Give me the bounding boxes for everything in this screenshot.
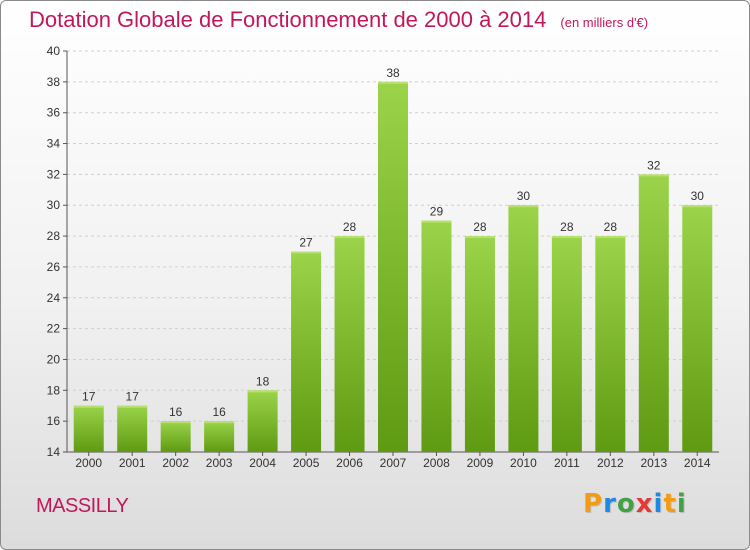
x-tick-label: 2011 bbox=[554, 456, 580, 470]
chart-title-text: Dotation Globale de Fonctionnement de 20… bbox=[29, 7, 547, 32]
bar-highlight bbox=[204, 421, 235, 424]
value-label: 28 bbox=[560, 220, 574, 234]
y-tick-label: 18 bbox=[47, 383, 61, 397]
value-label: 28 bbox=[604, 220, 618, 234]
x-tick-label: 2007 bbox=[380, 456, 407, 470]
bar bbox=[73, 405, 104, 452]
value-label: 17 bbox=[126, 390, 140, 404]
bar-highlight bbox=[73, 405, 104, 408]
x-tick-label: 2004 bbox=[249, 456, 276, 470]
logo-letter: i bbox=[676, 489, 687, 519]
axes: 14 16 18 20 22 24 26 28 30 32 34 36 38 40 2000 2001 2002… bbox=[47, 44, 719, 470]
bar-highlight bbox=[464, 236, 495, 239]
x-tick-label: 2012 bbox=[597, 456, 624, 470]
y-tick-label: 14 bbox=[47, 445, 61, 459]
y-tick-label: 34 bbox=[47, 137, 61, 151]
bar-highlight bbox=[638, 174, 669, 177]
value-label: 16 bbox=[169, 405, 183, 419]
commune-name: MASSILLY bbox=[36, 495, 129, 517]
logo-letter: r bbox=[603, 489, 617, 519]
bar bbox=[291, 251, 322, 452]
y-tick-label: 16 bbox=[47, 414, 61, 428]
y-tick-label: 32 bbox=[47, 167, 61, 181]
x-tick-label: 2000 bbox=[75, 456, 102, 470]
value-label: 30 bbox=[691, 189, 705, 203]
labels: 17 17 16 16 18 27 28 38 29 28 30 28 28 32 30 bbox=[82, 66, 704, 419]
logo-letter: i bbox=[653, 489, 664, 519]
x-tick-label: 2014 bbox=[684, 456, 711, 470]
value-label: 32 bbox=[647, 158, 661, 172]
bar-highlight bbox=[378, 81, 408, 84]
x-tick-label: 2001 bbox=[119, 456, 146, 470]
x-tick-label: 2005 bbox=[293, 456, 320, 470]
bar bbox=[638, 174, 669, 452]
y-tick-label: 38 bbox=[47, 75, 61, 89]
x-tick-label: 2013 bbox=[640, 456, 667, 470]
bar bbox=[247, 390, 278, 452]
y-tick-label: 36 bbox=[47, 106, 61, 120]
bar-highlight bbox=[334, 236, 365, 239]
bar-highlight bbox=[682, 205, 713, 208]
value-label: 16 bbox=[212, 405, 226, 419]
bar-highlight bbox=[117, 405, 148, 408]
bar-highlight bbox=[160, 421, 191, 424]
logo-letter: t bbox=[663, 489, 677, 519]
bar bbox=[551, 236, 582, 452]
x-tick-label: 2002 bbox=[162, 456, 189, 470]
bar bbox=[160, 421, 191, 452]
value-label: 27 bbox=[299, 236, 313, 250]
bar bbox=[595, 236, 626, 452]
unit-note: (en milliers d'€) bbox=[560, 15, 649, 30]
y-tick-label: 28 bbox=[47, 229, 61, 243]
y-tick-label: 30 bbox=[47, 198, 61, 212]
logo-letter: o bbox=[616, 489, 636, 519]
value-label: 30 bbox=[517, 189, 531, 203]
bar-highlight bbox=[247, 390, 278, 393]
logo-letter: P bbox=[583, 489, 604, 519]
value-label: 38 bbox=[386, 66, 400, 80]
value-label: 18 bbox=[256, 374, 270, 388]
x-tick-label: 2008 bbox=[423, 456, 450, 470]
x-tick-label: 2009 bbox=[467, 456, 494, 470]
y-tick-label: 22 bbox=[47, 322, 61, 336]
bar bbox=[117, 405, 148, 452]
value-label: 28 bbox=[473, 220, 487, 234]
logo-letter: x bbox=[635, 489, 654, 519]
bar bbox=[464, 236, 495, 452]
chart-title: Dotation Globale de Fonctionnement de 20… bbox=[29, 7, 648, 33]
bar-highlight bbox=[421, 220, 452, 223]
x-tick-label: 2006 bbox=[336, 456, 363, 470]
bar bbox=[334, 236, 365, 452]
bar-highlight bbox=[595, 236, 626, 239]
x-tick-label: 2003 bbox=[206, 456, 233, 470]
value-label: 29 bbox=[430, 205, 444, 219]
bar bbox=[378, 81, 408, 452]
value-label: 28 bbox=[343, 220, 357, 234]
bar bbox=[508, 205, 539, 452]
y-tick-label: 24 bbox=[47, 291, 61, 305]
y-tick-label: 26 bbox=[47, 260, 61, 274]
proxiti-logo[interactable]: Proxiti bbox=[583, 489, 687, 519]
x-tick-label: 2010 bbox=[510, 456, 537, 470]
bar bbox=[204, 421, 235, 452]
bar bbox=[682, 205, 713, 452]
bar-highlight bbox=[551, 236, 582, 239]
bars bbox=[73, 81, 713, 452]
bar-highlight bbox=[508, 205, 539, 208]
bar-highlight bbox=[291, 251, 322, 254]
bar bbox=[421, 220, 452, 452]
y-tick-label: 20 bbox=[47, 352, 61, 366]
y-tick-label: 40 bbox=[47, 44, 61, 58]
value-label: 17 bbox=[82, 390, 96, 404]
